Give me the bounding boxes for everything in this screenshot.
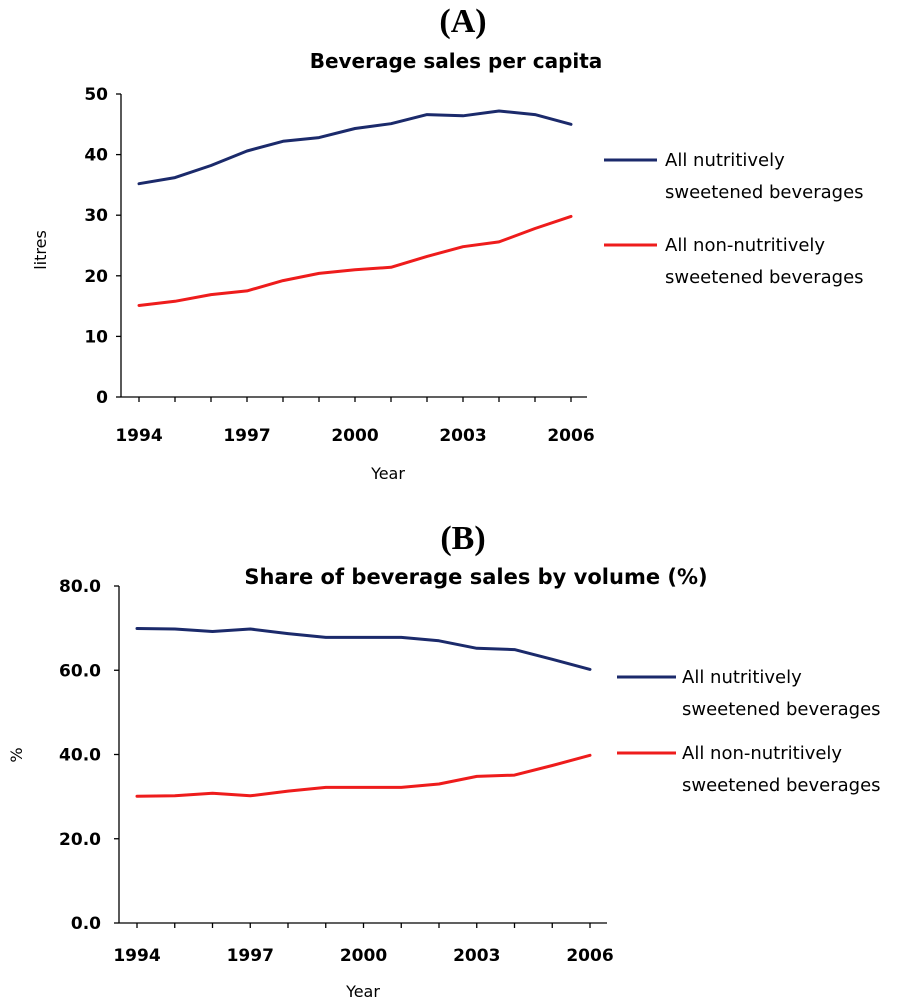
- chart-a-xticks: 1994 1997 2000 2003 2006: [115, 397, 595, 446]
- y-tick-label: 30: [84, 206, 108, 226]
- legend-label: All nutritively: [665, 150, 785, 171]
- chart-b-xticks: 1994 1997 2000 2003 2006: [113, 923, 614, 966]
- x-tick-label: 1997: [227, 946, 274, 966]
- y-tick-label: 40: [84, 146, 108, 166]
- x-tick-label: 2003: [439, 426, 486, 446]
- legend-label: sweetened beverages: [682, 775, 881, 796]
- legend-label: sweetened beverages: [665, 267, 864, 288]
- y-tick-label: 0: [96, 388, 108, 408]
- y-tick-label: 10: [84, 327, 108, 347]
- chart-b-title: Share of beverage sales by volume (%): [244, 565, 707, 589]
- chart-b-legend: All nutritively sweetened beverages All no…: [617, 667, 881, 796]
- series-line-non-nutritive: [137, 214, 573, 307]
- y-tick-label: 40.0: [59, 746, 101, 766]
- chart-b-series: [135, 627, 592, 798]
- chart-a-title: Beverage sales per capita: [310, 49, 603, 73]
- series-line-non-nutritive: [135, 753, 592, 798]
- chart-a-xlabel: Year: [370, 464, 405, 483]
- panel-a-letter: (A): [439, 3, 486, 40]
- chart-a-ylabel: litres: [31, 230, 50, 270]
- x-tick-label: 2000: [340, 946, 387, 966]
- chart-b-ylabel: %: [7, 747, 26, 762]
- chart-b-xlabel: Year: [345, 982, 380, 1000]
- chart-b-yticks: 0.0 20.0 40.0 60.0 80.0: [59, 577, 119, 934]
- chart-a-legend: All nutritively sweetened beverages All no…: [604, 150, 864, 288]
- panel-b-letter: (B): [440, 520, 485, 557]
- x-tick-label: 2006: [547, 426, 594, 446]
- x-tick-label: 2006: [566, 946, 613, 966]
- y-tick-label: 60.0: [59, 661, 101, 681]
- chart-a-series: [137, 109, 573, 307]
- y-tick-label: 0.0: [71, 914, 101, 934]
- legend-label: sweetened beverages: [682, 699, 881, 720]
- x-tick-label: 1994: [113, 946, 160, 966]
- chart-b: (B) Share of beverage sales by volume (%…: [7, 520, 881, 1000]
- y-tick-label: 20.0: [59, 830, 101, 850]
- x-tick-label: 2000: [331, 426, 378, 446]
- x-tick-label: 1997: [223, 426, 270, 446]
- y-tick-label: 50: [84, 85, 108, 105]
- y-tick-label: 80.0: [59, 577, 101, 597]
- legend-label: All non-nutritively: [682, 743, 842, 764]
- series-line-nutritive: [137, 109, 573, 186]
- legend-label: sweetened beverages: [665, 182, 864, 203]
- chart-a-yticks: 0 10 20 30 40 50: [84, 85, 121, 408]
- series-line-nutritive: [135, 627, 592, 671]
- x-tick-label: 1994: [115, 426, 162, 446]
- chart-a: (A) Beverage sales per capita litres Yea…: [31, 3, 864, 483]
- legend-label: All nutritively: [682, 667, 802, 688]
- y-tick-label: 20: [84, 267, 108, 287]
- legend-label: All non-nutritively: [665, 235, 825, 256]
- x-tick-label: 2003: [453, 946, 500, 966]
